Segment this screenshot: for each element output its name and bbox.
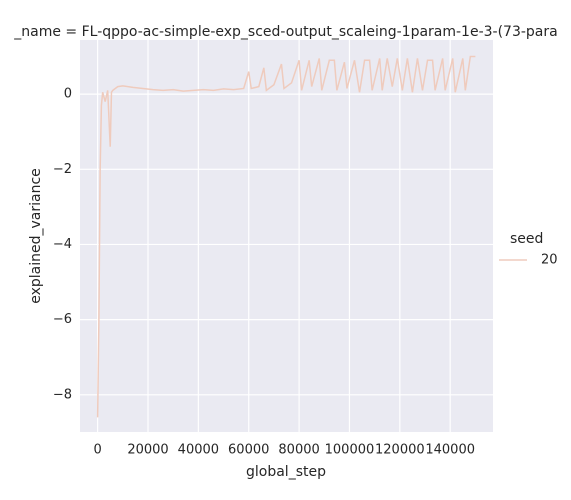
- legend-title: seed: [510, 231, 543, 247]
- x-tick-label: 0: [93, 443, 101, 458]
- x-tick-label: 100000: [325, 443, 375, 458]
- y-axis-label: explained_variance: [28, 168, 44, 304]
- x-tick-label: 40000: [178, 443, 219, 458]
- x-tick-label: 60000: [228, 443, 269, 458]
- y-tick-label: −4: [53, 237, 72, 252]
- data-line: [96, 55, 476, 418]
- legend-label: 20: [541, 253, 558, 268]
- x-tick-label: 120000: [375, 443, 425, 458]
- y-tick-label: 0: [64, 87, 72, 102]
- plot-background: [80, 40, 493, 432]
- y-tick-label: −8: [53, 387, 72, 402]
- x-tick-label: 140000: [425, 443, 475, 458]
- x-axis-label: global_step: [246, 464, 326, 480]
- x-tick-label: 20000: [127, 443, 168, 458]
- x-tick-label: 80000: [278, 443, 319, 458]
- y-tick-label: −6: [53, 312, 72, 327]
- chart-title: _name = FL-qppo-ac-simple-exp_sced-outpu…: [13, 24, 557, 40]
- y-tick-label: −2: [53, 162, 72, 177]
